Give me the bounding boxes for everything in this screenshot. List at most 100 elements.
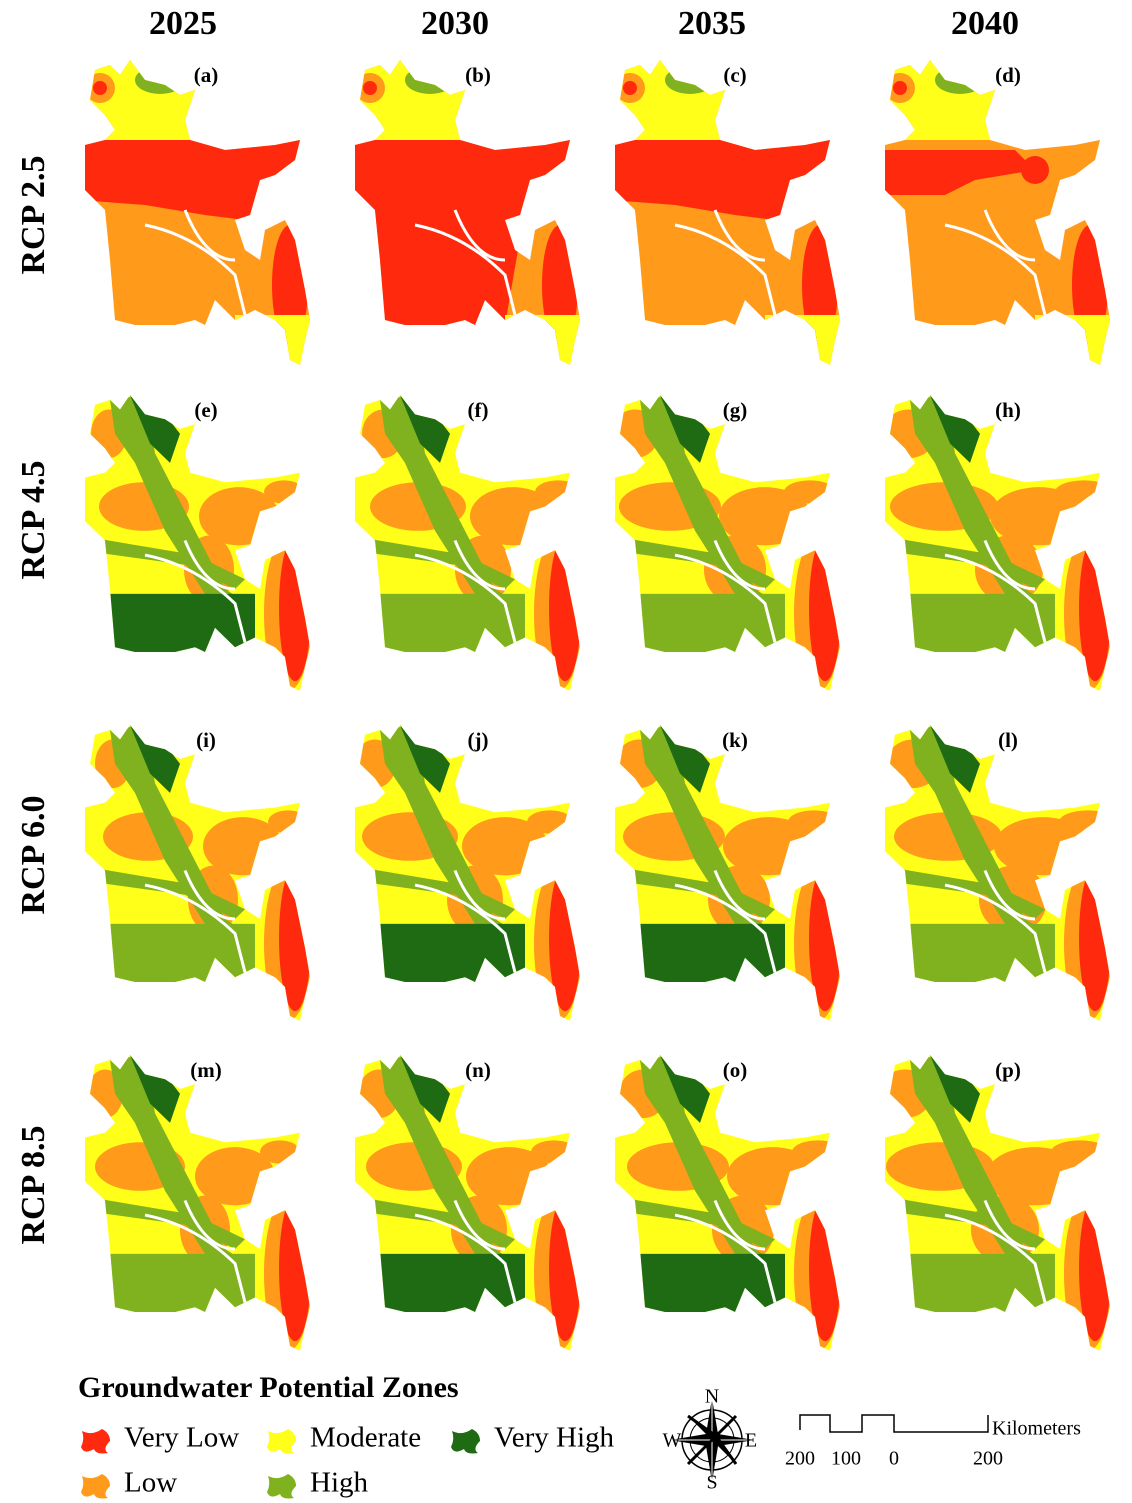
map-panel <box>885 725 1110 1021</box>
scale-label: 0 <box>889 1448 899 1470</box>
zone <box>85 535 245 590</box>
legend-swatch <box>81 1474 110 1499</box>
panel-label: (e) <box>194 398 217 422</box>
zone <box>110 1055 255 1283</box>
zone <box>110 725 255 953</box>
zone <box>380 1055 525 1283</box>
panel-label: (i) <box>196 728 216 752</box>
map-panel <box>615 60 840 365</box>
zone <box>380 395 525 623</box>
zone <box>130 395 180 463</box>
row-label: RCP 2.5 <box>15 156 52 275</box>
map-fill <box>355 1055 580 1351</box>
zone <box>809 535 840 682</box>
zone <box>505 315 580 365</box>
map-fill <box>885 395 1110 691</box>
zone <box>93 81 107 95</box>
scale-bar <box>799 1414 989 1433</box>
zone <box>615 1253 785 1351</box>
zone <box>400 395 450 463</box>
river <box>414 1199 517 1303</box>
zone <box>235 315 310 365</box>
zone <box>264 480 304 504</box>
zone <box>1079 865 1110 1012</box>
zone <box>885 923 1055 1021</box>
legend-label: High <box>310 1467 369 1499</box>
zone <box>110 395 255 623</box>
zone <box>355 593 525 691</box>
river <box>144 539 247 643</box>
map-panel <box>615 395 840 691</box>
legend-label: Very High <box>494 1422 615 1454</box>
zone <box>1051 1140 1109 1164</box>
map-fill <box>615 395 840 691</box>
zone <box>792 1140 840 1164</box>
map-panel <box>885 395 1110 691</box>
zone <box>660 725 710 793</box>
panel-label: (c) <box>723 63 746 87</box>
map-panel <box>885 60 1110 365</box>
map-fill <box>355 395 580 691</box>
zone <box>615 1195 775 1250</box>
map-fill <box>355 60 580 365</box>
scale-label: 200 <box>973 1448 1003 1470</box>
zone <box>380 725 525 953</box>
legend-title: Groundwater Potential Zones <box>78 1371 459 1404</box>
zone <box>885 150 1035 195</box>
map-panel <box>355 1055 580 1351</box>
zone <box>85 923 255 1021</box>
river <box>414 869 517 973</box>
row-label: RCP 4.5 <box>15 461 52 580</box>
zone <box>1021 156 1049 184</box>
map-panel <box>885 1055 1110 1351</box>
zone <box>885 865 1045 920</box>
zone <box>665 66 715 94</box>
zone <box>885 535 1045 590</box>
zone <box>784 480 836 504</box>
zone <box>660 395 710 463</box>
zone <box>615 535 775 590</box>
zone <box>885 1253 1055 1351</box>
map-fill <box>355 725 580 1021</box>
zone <box>527 810 573 834</box>
zone <box>910 395 1055 623</box>
river <box>944 209 1047 316</box>
zone <box>910 1055 1055 1283</box>
zone <box>640 1055 785 1283</box>
zone <box>1079 535 1110 682</box>
panel-label: (p) <box>995 1058 1021 1082</box>
legend-swatch <box>81 1429 110 1454</box>
panel-label: (h) <box>995 398 1021 422</box>
compass-east: E <box>745 1430 757 1452</box>
legend-swatch <box>267 1429 296 1454</box>
compass-south: S <box>706 1472 717 1494</box>
zone <box>531 1140 577 1164</box>
zone <box>130 1055 180 1123</box>
map-panel <box>355 60 580 365</box>
zone <box>85 1195 245 1250</box>
zone <box>615 923 785 1021</box>
zone <box>640 395 785 623</box>
map-fill <box>885 725 1110 1021</box>
panel-label: (k) <box>722 728 748 752</box>
river <box>674 869 777 973</box>
map-fill <box>85 395 310 691</box>
map-panel <box>615 1055 840 1351</box>
zone <box>355 865 515 920</box>
river <box>944 539 1047 643</box>
map-panel <box>85 60 310 365</box>
river <box>144 869 247 973</box>
zone <box>268 810 308 834</box>
zone <box>930 1055 980 1123</box>
zone <box>355 1195 515 1250</box>
zone <box>930 725 980 793</box>
zone <box>279 1195 310 1342</box>
zone <box>765 315 840 365</box>
legend-swatch <box>451 1429 480 1454</box>
column-header: 2030 <box>421 5 489 42</box>
row-label: RCP 6.0 <box>15 796 52 915</box>
map-fill <box>885 1055 1110 1351</box>
river <box>674 209 777 316</box>
zone <box>1079 1195 1110 1342</box>
